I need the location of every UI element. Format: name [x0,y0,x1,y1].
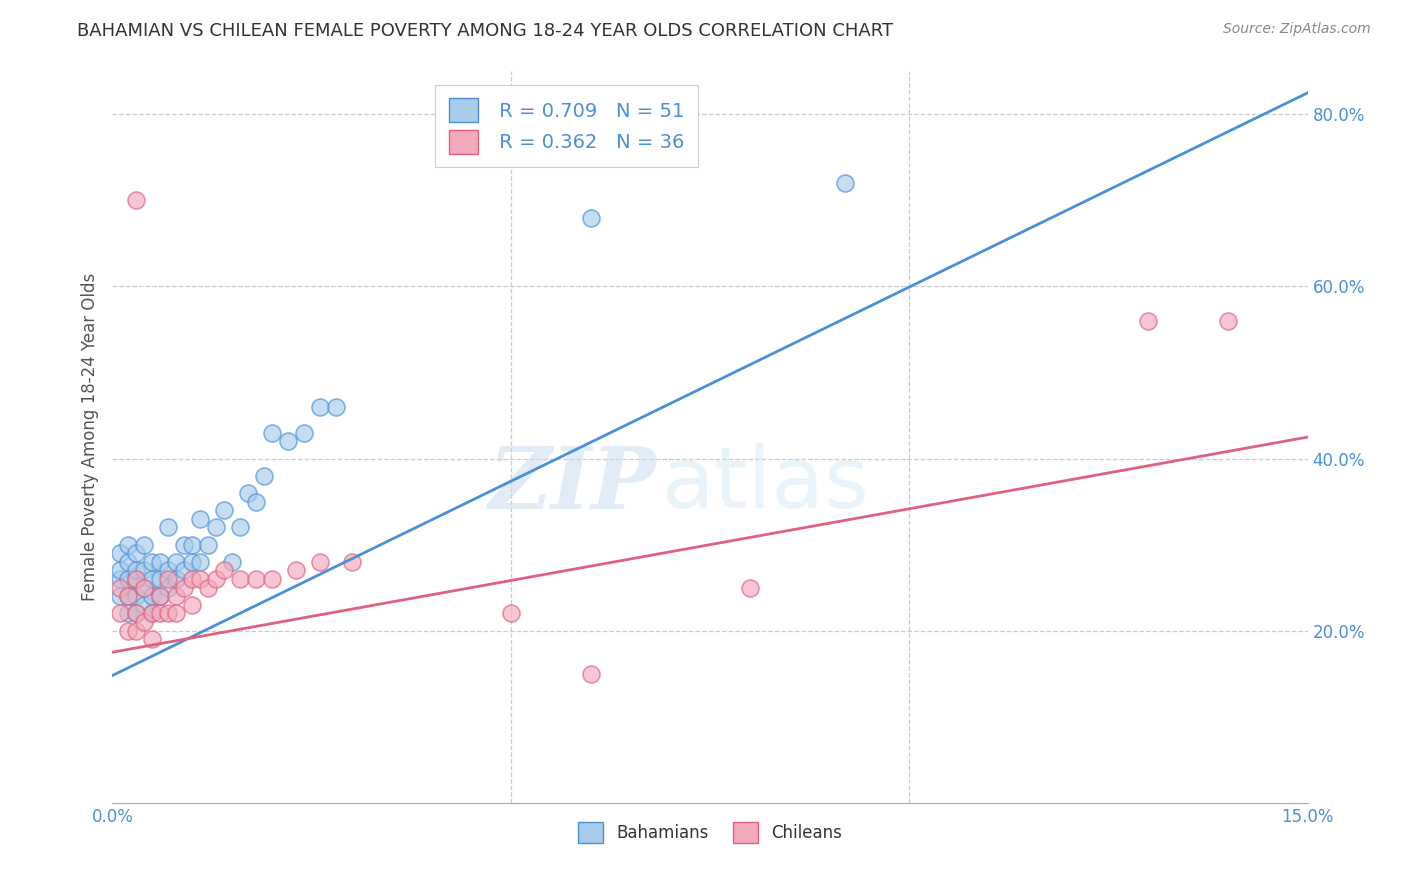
Point [205,520,228,534]
Point [110,572,132,586]
Point [181,572,204,586]
Point [165,589,187,603]
Text: atlas: atlas [662,443,870,526]
Point [149,555,172,569]
Point [173,538,195,552]
Point [1216,314,1239,328]
Point [117,624,139,638]
Point [134,564,156,578]
Point [134,538,156,552]
Point [149,607,172,621]
Point [188,512,211,526]
Point [125,589,148,603]
Point [308,400,330,414]
Point [197,581,219,595]
Point [125,607,148,621]
Point [277,434,299,449]
Point [173,581,195,595]
Point [181,598,204,612]
Point [134,598,156,612]
Point [205,572,228,586]
Text: Source: ZipAtlas.com: Source: ZipAtlas.com [1223,22,1371,37]
Point [212,564,235,578]
Point [284,564,307,578]
Point [157,564,180,578]
Point [149,589,172,603]
Point [197,538,219,552]
Point [738,581,761,595]
Point [181,538,204,552]
Point [229,572,252,586]
Point [110,546,132,560]
Point [141,589,163,603]
Legend: Bahamians, Chileans: Bahamians, Chileans [571,815,849,849]
Point [125,607,148,621]
Point [165,607,187,621]
Point [110,607,132,621]
Point [157,520,180,534]
Point [125,564,148,578]
Point [499,607,522,621]
Point [340,555,363,569]
Point [110,589,132,603]
Point [325,400,347,414]
Point [141,632,163,647]
Point [117,538,139,552]
Point [236,486,259,500]
Point [245,494,267,508]
Point [229,520,252,534]
Point [117,607,139,621]
Point [125,572,148,586]
Text: BAHAMIAN VS CHILEAN FEMALE POVERTY AMONG 18-24 YEAR OLDS CORRELATION CHART: BAHAMIAN VS CHILEAN FEMALE POVERTY AMONG… [77,22,893,40]
Point [157,607,180,621]
Point [245,572,267,586]
Point [141,555,163,569]
Point [165,572,187,586]
Point [1137,314,1160,328]
Point [125,546,148,560]
Point [125,572,148,586]
Point [212,503,235,517]
Point [834,176,856,190]
Point [253,468,276,483]
Point [141,572,163,586]
Text: ZIP: ZIP [488,442,657,526]
Point [157,581,180,595]
Point [117,572,139,586]
Point [141,607,163,621]
Point [141,607,163,621]
Point [579,666,602,681]
Point [149,572,172,586]
Point [117,555,139,569]
Point [149,589,172,603]
Y-axis label: Female Poverty Among 18-24 Year Olds: Female Poverty Among 18-24 Year Olds [80,273,98,601]
Point [260,425,283,440]
Point [221,555,243,569]
Point [173,564,195,578]
Point [579,211,602,225]
Point [110,581,132,595]
Point [260,572,283,586]
Point [134,581,156,595]
Point [125,194,148,208]
Point [117,589,139,603]
Point [125,624,148,638]
Point [165,555,187,569]
Point [188,572,211,586]
Point [292,425,315,440]
Point [181,555,204,569]
Point [188,555,211,569]
Point [110,564,132,578]
Point [308,555,330,569]
Point [157,572,180,586]
Point [117,589,139,603]
Point [134,615,156,629]
Point [134,581,156,595]
